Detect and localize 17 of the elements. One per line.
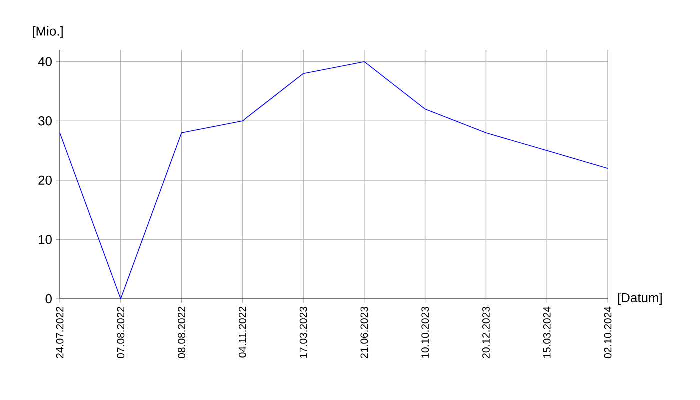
x-tick-label: 24.07.2022 [56,307,64,358]
x-tick-label: 15.03.2024 [543,306,551,358]
x-tick-label: 10.10.2023 [422,306,430,358]
y-tick-label: 20 [38,176,52,186]
x-tick-label: 07.08.2022 [117,307,125,358]
y-tick-label: 40 [38,57,52,66]
y-tick-label: 10 [39,235,52,244]
x-tick-label: 02.10.2024 [604,306,612,358]
x-tick-label: 08.08.2022 [178,307,186,358]
y-axis-title: [Mio.] [33,26,63,38]
x-tick-label: 17.03.2023 [300,306,308,358]
x-tick-label: 04.11.2022 [238,307,246,358]
y-tick-label: 30 [38,116,52,126]
x-tick-label: 20.12.2023 [482,306,490,358]
y-tick-label: 0 [46,294,52,304]
x-tick-label: 21.06.2023 [360,306,368,358]
x-axis-title: [Datum] [618,292,662,306]
